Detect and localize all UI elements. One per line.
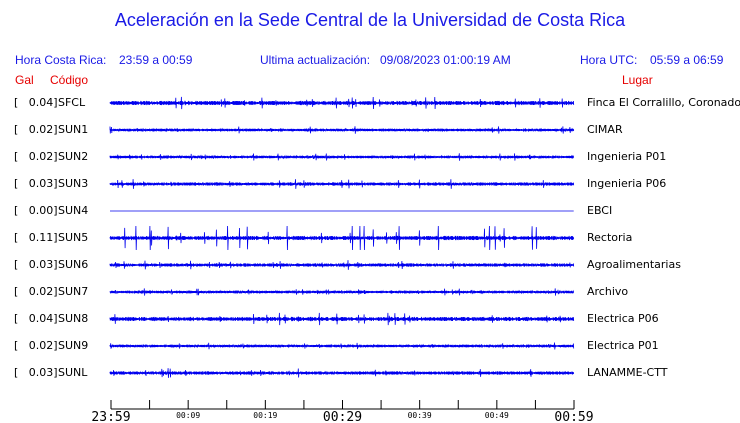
station-place: Agroalimentarias (587, 258, 681, 271)
station-code: SUN5 (58, 231, 89, 244)
station-place: Ingenieria P06 (587, 177, 667, 190)
waveform-sunl (109, 368, 575, 378)
station-place: Finca El Corralillo, Coronado (587, 96, 740, 109)
waveform-sun9 (109, 342, 575, 350)
station-gal-value: [ 0.04] (14, 312, 58, 325)
waveform-sfcl (109, 96, 575, 110)
station-place: Rectoria (587, 231, 633, 244)
station-gal-value: [ 0.02] (14, 123, 58, 136)
station-gal-value: [ 0.03] (14, 258, 58, 271)
x-tick-label: 00:49 (485, 411, 509, 420)
utc-time-range: 05:59 a 06:59 (650, 53, 724, 67)
waveform-sun7 (109, 288, 575, 296)
station-code: SUN8 (58, 312, 89, 325)
station-code: SUN2 (58, 150, 89, 163)
x-tick-label: 00:59 (554, 410, 593, 423)
station-code: SUNL (58, 366, 88, 379)
station-gal-value: [ 0.02] (14, 339, 58, 352)
cr-time-range: 23:59 a 00:59 (119, 53, 193, 67)
station-place: CIMAR (587, 123, 623, 136)
x-tick-label: 23:59 (91, 410, 130, 423)
station-code: SUN4 (58, 204, 89, 217)
station-code: SUN6 (58, 258, 89, 271)
x-tick-label: 00:29 (323, 410, 362, 423)
station-gal-value: [ 0.00] (14, 204, 58, 217)
x-tick-label: 00:39 (408, 411, 432, 420)
waveform-sun8 (109, 312, 575, 326)
station-code: SFCL (58, 96, 86, 109)
waveform-sun5 (109, 225, 575, 251)
station-gal-value: [ 0.02] (14, 150, 58, 163)
cr-time-label: Hora Costa Rica: (15, 53, 107, 67)
station-gal-value: [ 0.03] (14, 366, 58, 379)
page-title: Aceleración en la Sede Central de la Uni… (114, 10, 626, 30)
station-gal-value: [ 0.11] (14, 231, 58, 244)
waveform-sun2 (109, 153, 575, 161)
place-column-header: Lugar (622, 73, 653, 87)
station-gal-value: [ 0.03] (14, 177, 58, 190)
waveform-sun6 (109, 260, 575, 270)
station-place: Electrica P01 (587, 339, 659, 352)
station-gal-value: [ 0.02] (14, 285, 58, 298)
station-code: SUN7 (58, 285, 89, 298)
x-tick-label: 00:19 (253, 411, 277, 420)
station-gal-value: [ 0.04] (14, 96, 58, 109)
station-place: Electrica P06 (587, 312, 659, 325)
station-code: SUN3 (58, 177, 89, 190)
station-code: SUN1 (58, 123, 89, 136)
x-tick-label: 00:09 (176, 411, 200, 420)
update-label: Ultima actualización: (260, 53, 371, 67)
station-place: EBCI (587, 204, 613, 217)
utc-time-label: Hora UTC: (580, 53, 638, 67)
station-place: Ingenieria P01 (587, 150, 667, 163)
gal-column-header: Gal (15, 73, 34, 87)
station-code: SUN9 (58, 339, 89, 352)
station-place: LANAMME-CTT (587, 366, 668, 379)
code-column-header: Código (50, 73, 89, 87)
station-place: Archivo (587, 285, 629, 298)
waveform-sun1 (109, 126, 575, 134)
update-value: 09/08/2023 01:00:19 AM (380, 53, 511, 67)
waveform-sun3 (109, 179, 575, 189)
